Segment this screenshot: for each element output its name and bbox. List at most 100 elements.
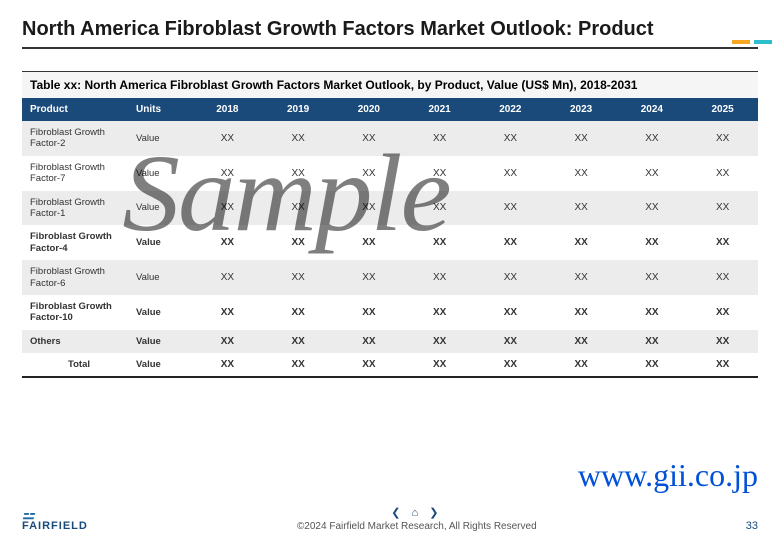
cell: XX [192,295,263,330]
table-row: Fibroblast Growth Factor-7ValueXXXXXXXXX… [22,156,758,191]
table-row-total: TotalValueXXXXXXXXXXXXXXXX [22,353,758,377]
cell: XX [404,260,475,295]
cell: XX [192,121,263,156]
col-2022: 2022 [475,98,546,121]
cell: Value [132,191,192,226]
cell: XX [334,121,405,156]
footer-logo: ⚍ FAIRFIELD [22,510,88,532]
cell: XX [687,156,758,191]
cell: XX [617,191,688,226]
table-row: Fibroblast Growth Factor-10ValueXXXXXXXX… [22,295,758,330]
cell: XX [546,121,617,156]
cell: XX [192,353,263,377]
footer-center: ❮ ⌂ ❯ ©2024 Fairfield Market Research, A… [88,506,746,532]
table-row: Fibroblast Growth Factor-1ValueXXXXXXXXX… [22,191,758,226]
cell: Fibroblast Growth Factor-6 [22,260,132,295]
cell: Total [22,353,132,377]
logo-text: FAIRFIELD [22,520,88,532]
page-title: North America Fibroblast Growth Factors … [22,18,758,49]
cell: Others [22,330,132,353]
cell: XX [687,295,758,330]
cell: XX [263,121,334,156]
cell: XX [334,295,405,330]
col-2024: 2024 [617,98,688,121]
col-2023: 2023 [546,98,617,121]
nav-prev-icon[interactable]: ❮ [391,507,404,519]
cell: XX [475,121,546,156]
cell: XX [546,330,617,353]
accent-bar-1 [732,40,750,44]
cell: XX [404,353,475,377]
logo-icon: ⚍ [22,510,35,518]
footer: ⚍ FAIRFIELD ❮ ⌂ ❯ ©2024 Fairfield Market… [0,506,780,532]
cell: XX [263,260,334,295]
cell: XX [334,330,405,353]
cell: XX [687,225,758,260]
cell: Value [132,156,192,191]
cell: XX [687,121,758,156]
col-2018: 2018 [192,98,263,121]
cell: XX [404,330,475,353]
cell: XX [617,121,688,156]
cell: XX [475,260,546,295]
table-row: Fibroblast Growth Factor-6ValueXXXXXXXXX… [22,260,758,295]
accent-bars [732,40,772,44]
cell: XX [263,353,334,377]
data-table: ProductUnits2018201920202021202220232024… [22,98,758,378]
col-2020: 2020 [334,98,405,121]
cell: XX [404,156,475,191]
cell: Value [132,353,192,377]
cell: XX [263,295,334,330]
nav-home-icon[interactable]: ⌂ [411,507,422,519]
cell: XX [687,353,758,377]
cell: XX [263,330,334,353]
table-caption: Table xx: North America Fibroblast Growt… [22,71,758,98]
cell: XX [617,225,688,260]
cell: Fibroblast Growth Factor-4 [22,225,132,260]
cell: XX [546,295,617,330]
footer-copyright: ©2024 Fairfield Market Research, All Rig… [88,521,746,532]
cell: XX [192,260,263,295]
table-row: Fibroblast Growth Factor-2ValueXXXXXXXXX… [22,121,758,156]
nav-next-icon[interactable]: ❯ [429,507,442,519]
cell: Value [132,295,192,330]
cell: XX [334,260,405,295]
cell: XX [475,225,546,260]
cell: XX [475,156,546,191]
cell: XX [546,191,617,226]
slide: North America Fibroblast Growth Factors … [0,0,780,540]
cell: XX [475,353,546,377]
cell: XX [192,156,263,191]
cell: Value [132,121,192,156]
cell: XX [546,353,617,377]
page-number: 33 [746,520,758,532]
cell: XX [475,295,546,330]
cell: XX [404,295,475,330]
cell: XX [334,156,405,191]
watermark-url: www.gii.co.jp [578,457,758,494]
cell: XX [404,191,475,226]
table-header-row: ProductUnits2018201920202021202220232024… [22,98,758,121]
cell: XX [475,191,546,226]
cell: Fibroblast Growth Factor-2 [22,121,132,156]
cell: XX [334,353,405,377]
cell: XX [617,295,688,330]
footer-nav: ❮ ⌂ ❯ [88,506,746,519]
cell: Fibroblast Growth Factor-10 [22,295,132,330]
cell: Value [132,330,192,353]
col-2021: 2021 [404,98,475,121]
cell: XX [687,191,758,226]
table-row: Fibroblast Growth Factor-4ValueXXXXXXXXX… [22,225,758,260]
table-body: Fibroblast Growth Factor-2ValueXXXXXXXXX… [22,121,758,377]
cell: XX [334,191,405,226]
cell: XX [334,225,405,260]
cell: Fibroblast Growth Factor-7 [22,156,132,191]
cell: XX [687,330,758,353]
cell: Fibroblast Growth Factor-1 [22,191,132,226]
table-row: OthersValueXXXXXXXXXXXXXXXX [22,330,758,353]
cell: XX [192,225,263,260]
col-units: Units [132,98,192,121]
col-product: Product [22,98,132,121]
cell: XX [263,191,334,226]
cell: XX [617,330,688,353]
